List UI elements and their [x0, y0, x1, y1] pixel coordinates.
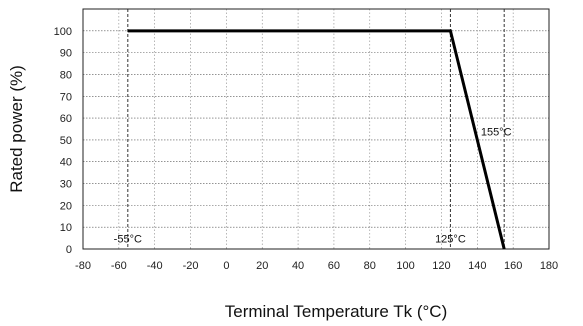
series	[127, 29, 506, 250]
y-axis-title: Rated power (%)	[7, 65, 26, 193]
x-tick-label: 60	[328, 260, 340, 272]
y-tick-label: 90	[60, 48, 72, 60]
derating-curve	[127, 29, 506, 250]
y-tick-label: 80	[60, 69, 72, 81]
x-tick-label: -80	[75, 260, 91, 272]
x-tick-label: 80	[364, 260, 376, 272]
y-tick-label: 60	[60, 113, 72, 125]
x-tick-label: -20	[183, 260, 199, 272]
annotation-label: 125°C	[435, 233, 466, 245]
y-tick-labels: 0 10 20 30 40 50 60 70 80 90 100	[54, 26, 72, 256]
x-tick-label: 180	[540, 260, 558, 272]
x-tick-label: 140	[468, 260, 486, 272]
y-tick-label: 20	[60, 200, 72, 212]
x-tick-label: -60	[111, 260, 127, 272]
y-tick-label: 100	[54, 26, 72, 38]
annotation-label: 155°C	[481, 127, 512, 139]
x-tick-label: 20	[256, 260, 268, 272]
y-tick-label: 70	[60, 91, 72, 103]
x-tick-label: -40	[147, 260, 163, 272]
x-tick-label: 160	[504, 260, 522, 272]
x-tick-label: 120	[432, 260, 450, 272]
x-tick-label: 100	[396, 260, 414, 272]
annotation-label: -55°C	[114, 233, 142, 245]
plot-frame	[82, 8, 550, 250]
y-tick-label: 50	[60, 135, 72, 147]
y-tick-label: 0	[66, 244, 72, 256]
reference-lines	[127, 9, 505, 249]
x-tick-label: 0	[223, 260, 229, 272]
grid	[83, 9, 549, 249]
annotations: -55°C 125°C 155°C	[114, 127, 512, 246]
x-axis-title: Terminal Temperature Tk (°C)	[225, 302, 448, 321]
y-tick-label: 40	[60, 157, 72, 169]
y-tick-label: 10	[60, 222, 72, 234]
y-tick-label: 30	[60, 179, 72, 191]
x-tick-labels: -80 -60 -40 -20 0 20 40 60 80 100 120 140 160 180	[75, 260, 558, 272]
x-tick-label: 40	[292, 260, 304, 272]
